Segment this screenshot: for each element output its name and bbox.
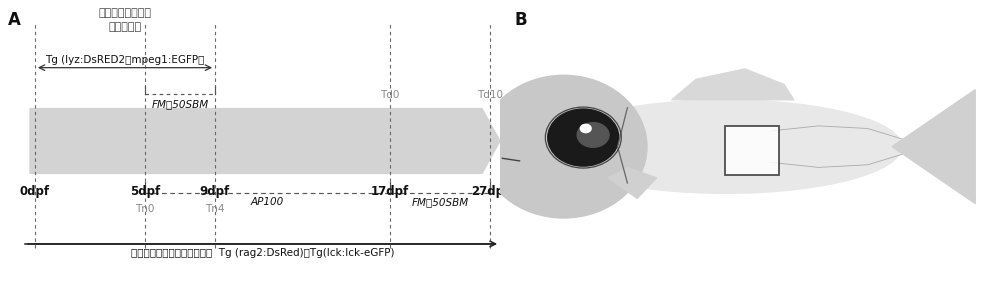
- Ellipse shape: [580, 124, 591, 133]
- Text: Tn0: Tn0: [135, 204, 155, 214]
- FancyArrow shape: [30, 109, 500, 173]
- Text: 17dpf: 17dpf: [371, 185, 409, 198]
- Polygon shape: [672, 69, 794, 100]
- Ellipse shape: [577, 123, 609, 147]
- Text: Tg (lyz:DsRED2、mpeg1:EGFP）: Tg (lyz:DsRED2、mpeg1:EGFP）: [45, 55, 205, 65]
- Polygon shape: [892, 90, 975, 204]
- Text: 9dpf: 9dpf: [200, 185, 230, 198]
- Text: FM、50SBM: FM、50SBM: [411, 197, 469, 207]
- Ellipse shape: [549, 100, 902, 193]
- Text: AP100: AP100: [251, 197, 284, 207]
- Text: 先天免疫阶段成像
的饲养策略: 先天免疫阶段成像 的饲养策略: [98, 8, 152, 32]
- Text: A: A: [8, 11, 21, 29]
- Text: 后天免疫阶段成像的饲养策略  Tg (rag2:DsRed)、Tg(lck:lck-eGFP): 后天免疫阶段成像的饲养策略 Tg (rag2:DsRed)、Tg(lck:lck…: [131, 248, 394, 258]
- Text: Tn4: Tn4: [205, 204, 225, 214]
- Bar: [725, 126, 779, 175]
- Text: B: B: [515, 11, 528, 29]
- Polygon shape: [608, 168, 657, 199]
- Text: 5dpf: 5dpf: [130, 185, 160, 198]
- Text: 0dpf: 0dpf: [20, 185, 50, 198]
- Ellipse shape: [548, 109, 619, 166]
- Text: Td10: Td10: [477, 90, 503, 100]
- Text: Td0: Td0: [380, 90, 400, 100]
- Text: 27dpf: 27dpf: [471, 185, 509, 198]
- Text: FM、50SBM: FM、50SBM: [151, 99, 209, 109]
- Ellipse shape: [480, 75, 647, 218]
